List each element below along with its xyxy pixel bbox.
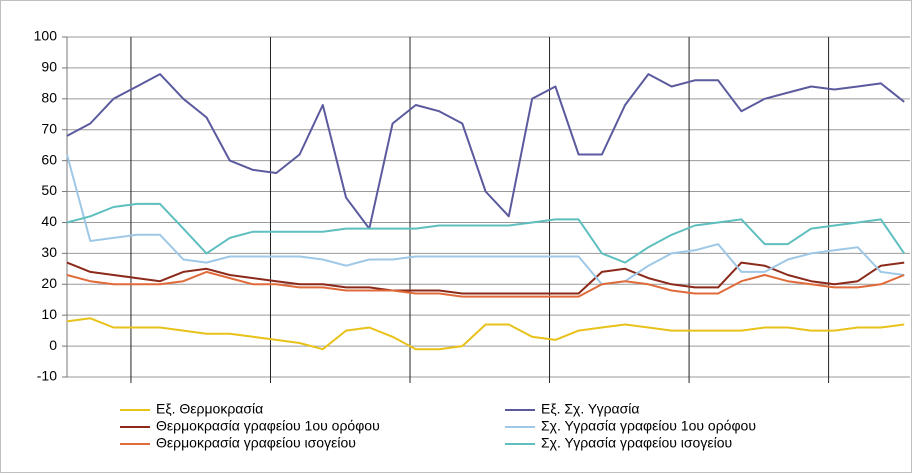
series-line xyxy=(66,317,905,351)
y-tick-label: 40 xyxy=(41,213,57,229)
legend-label: Σχ. Υγρασία γραφείου 1ου ορόφου xyxy=(541,418,756,434)
y-tick-label: 60 xyxy=(41,151,57,167)
y-tick-label: 50 xyxy=(41,182,57,198)
legend-label: Εξ. Θερμοκρασία xyxy=(156,401,263,417)
series-line xyxy=(66,261,905,295)
y-tick-label: 100 xyxy=(34,28,58,44)
y-tick-label: 0 xyxy=(49,337,57,353)
y-tick-label: 20 xyxy=(41,275,57,291)
y-tick-label: -10 xyxy=(37,368,57,384)
series-line xyxy=(66,270,905,298)
y-tick-label: 90 xyxy=(41,59,57,75)
series-line xyxy=(66,154,905,286)
legend-label: Εξ. Σχ. Υγρασία xyxy=(541,401,640,417)
y-tick-label: 30 xyxy=(41,244,57,260)
series-line xyxy=(66,202,906,264)
legend-label: Θερμοκρασία γραφείου 1ου ορόφου xyxy=(156,418,380,434)
y-tick-label: 80 xyxy=(41,90,57,106)
legend-label: Θερμοκρασία γραφείου ισογείου xyxy=(156,435,356,451)
legend-label: Σχ. Υγρασία γραφείου ισογείου xyxy=(541,435,732,451)
series-line xyxy=(66,73,905,230)
y-tick-label: 70 xyxy=(41,120,57,136)
y-tick-label: 10 xyxy=(41,306,57,322)
